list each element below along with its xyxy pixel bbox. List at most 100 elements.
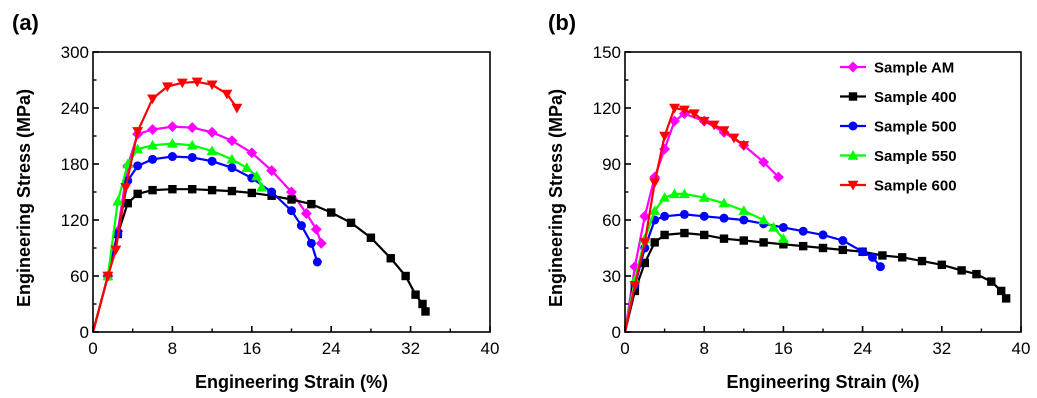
data-point (678, 105, 690, 116)
data-point (296, 221, 306, 231)
data-point (639, 238, 651, 248)
data-point (147, 139, 159, 150)
data-point (168, 185, 177, 194)
series-sample-400 (91, 185, 430, 333)
data-point (418, 299, 427, 309)
data-point (386, 254, 395, 263)
data-point (186, 139, 198, 150)
data-point (167, 152, 177, 162)
data-point (307, 199, 316, 209)
y-tick-label: 60 (70, 267, 89, 286)
data-point (639, 210, 651, 222)
data-point (719, 213, 729, 223)
data-point (221, 89, 233, 100)
x-tick-label: 40 (481, 339, 500, 358)
x-axis-title: Engineering Strain (%) (195, 372, 388, 392)
x-tick-label: 24 (853, 339, 872, 358)
legend-marker (847, 180, 859, 191)
data-point (401, 271, 410, 281)
data-point (256, 181, 268, 192)
data-point (186, 122, 198, 134)
y-tick-label: 90 (602, 155, 621, 174)
data-point (660, 211, 670, 221)
x-tick-label: 32 (401, 339, 420, 358)
data-point (937, 260, 946, 269)
x-tick-label: 24 (322, 339, 341, 358)
data-point (669, 188, 680, 199)
data-point (957, 266, 966, 275)
x-axis-title: Engineering Strain (%) (726, 372, 919, 392)
data-point (267, 187, 277, 197)
y-axis-title: Engineering Stress (MPa) (546, 89, 566, 307)
data-point (650, 238, 659, 247)
data-point (346, 218, 356, 227)
data-point (102, 271, 114, 282)
data-point (207, 156, 217, 166)
data-point (649, 205, 661, 215)
series-sample-550 (91, 138, 268, 333)
y-tick-label: 60 (602, 211, 621, 230)
x-tick-label: 0 (620, 339, 629, 358)
data-point (166, 121, 178, 133)
data-point (972, 269, 981, 279)
series-sample-am (91, 121, 327, 333)
data-point (315, 237, 327, 249)
data-point (123, 199, 132, 208)
x-tick-label: 32 (932, 339, 951, 358)
data-point (327, 208, 336, 217)
data-point (838, 236, 848, 246)
series-line (91, 125, 323, 333)
data-point (133, 161, 143, 171)
data-point (718, 197, 730, 208)
y-tick-label: 180 (61, 155, 89, 174)
data-point (206, 145, 218, 156)
data-point (728, 133, 740, 144)
data-point (698, 116, 710, 127)
data-point (132, 127, 144, 137)
data-point (120, 183, 132, 193)
x-tick-label: 16 (242, 339, 261, 358)
x-tick-label: 40 (1012, 339, 1031, 358)
legend-marker (847, 61, 859, 73)
chart-panel-a: (a) 0 8 16 24 32 40 0 60 120 180 240 300 Engineering … (12, 10, 499, 392)
data-point (719, 234, 729, 243)
data-point (206, 126, 218, 138)
data-point (421, 307, 430, 316)
series-sample-600 (91, 77, 243, 333)
data-point (987, 277, 996, 286)
data-point (112, 195, 124, 206)
data-point (300, 208, 312, 219)
data-point (366, 233, 376, 242)
data-point (799, 241, 808, 251)
data-point (708, 120, 720, 131)
data-point (640, 258, 649, 268)
data-point (798, 226, 808, 236)
data-point (838, 245, 847, 255)
data-point (660, 230, 669, 240)
data-point (768, 222, 779, 232)
data-point (132, 143, 144, 154)
data-point (818, 243, 828, 253)
series-line (91, 80, 238, 333)
data-point (133, 189, 142, 199)
data-point (772, 171, 784, 183)
y-tick-label: 0 (80, 323, 89, 342)
legend-label: Sample 500 (874, 119, 957, 136)
data-point (718, 126, 730, 136)
data-point (226, 135, 238, 147)
data-point (287, 195, 296, 204)
legend: Sample AM Sample 400 Sample 500 Sample 550 S… (840, 60, 957, 195)
data-point (629, 281, 641, 291)
x-tick-label: 8 (168, 339, 177, 358)
data-point (187, 152, 197, 162)
data-point (306, 238, 316, 248)
data-point (738, 141, 750, 151)
data-point (659, 192, 671, 202)
data-point (1001, 294, 1011, 303)
y-tick-label: 0 (612, 323, 621, 342)
data-point (739, 236, 748, 245)
legend-label: Sample 400 (874, 89, 957, 106)
data-point (818, 230, 828, 240)
x-tick-label: 16 (774, 339, 793, 358)
